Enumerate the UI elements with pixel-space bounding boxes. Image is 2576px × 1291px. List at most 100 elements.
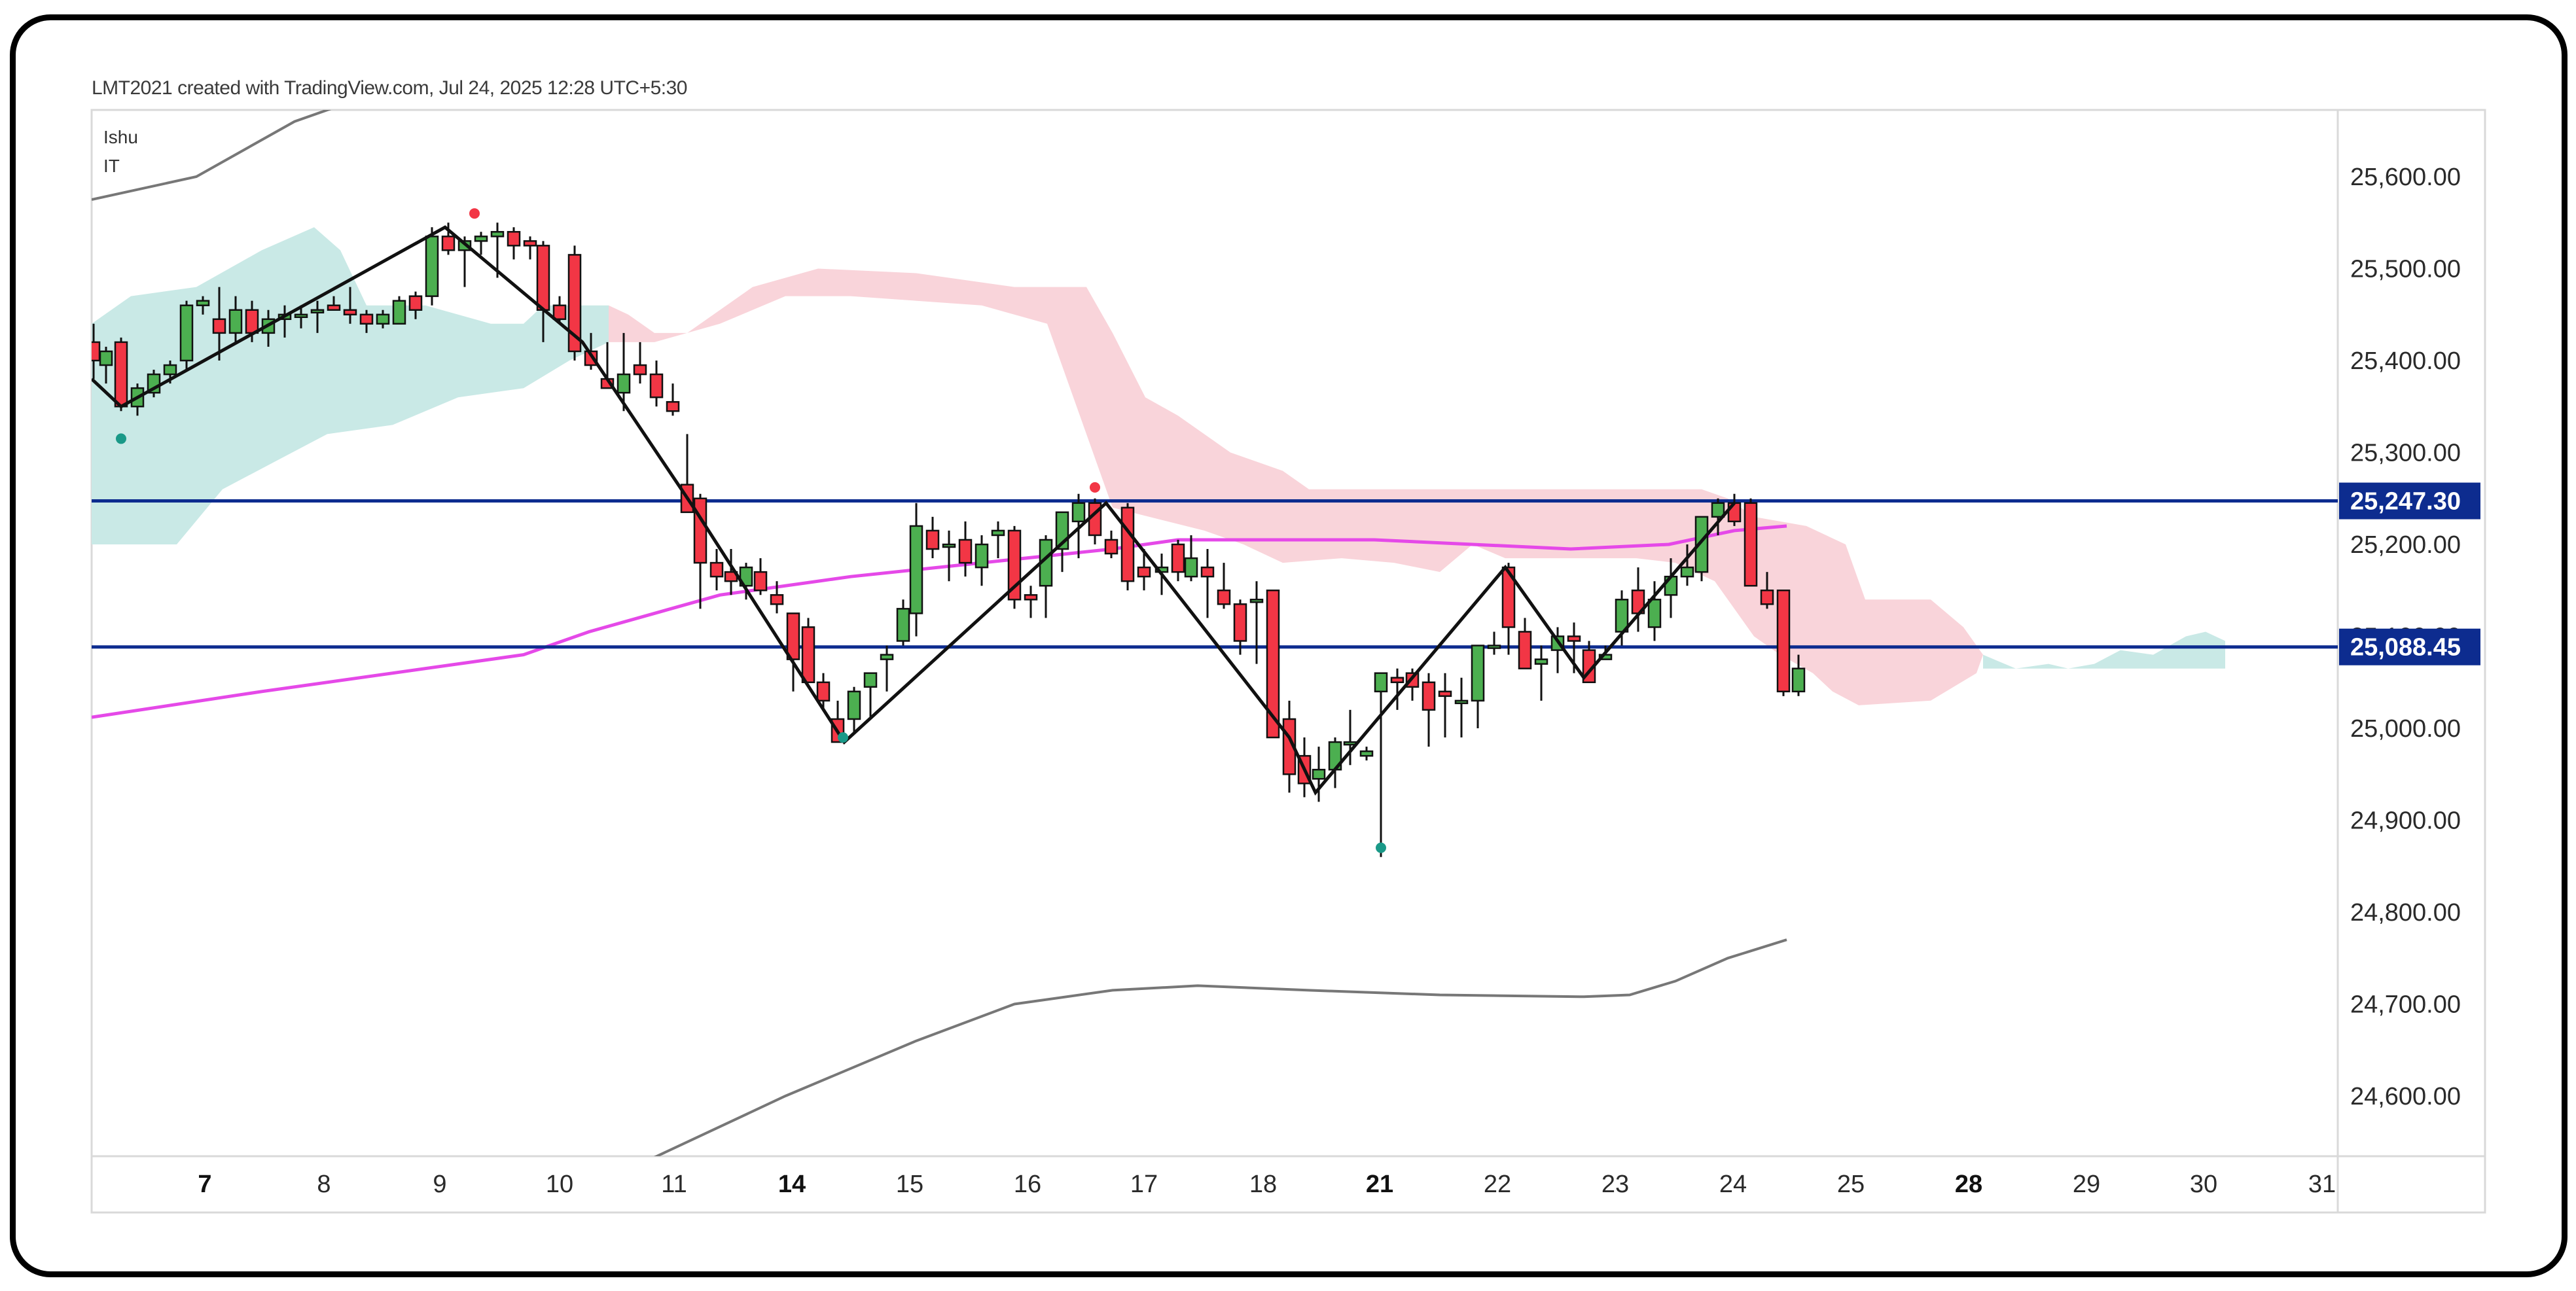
candle xyxy=(474,232,488,255)
price-tick-label: 24,700.00 xyxy=(2350,991,2461,1019)
candle xyxy=(1171,539,1185,582)
ichimoku-cloud xyxy=(92,227,2225,705)
price-level-badge xyxy=(2339,628,2480,665)
candle xyxy=(376,309,390,328)
candle xyxy=(114,337,128,412)
price-level-label: 25,088.45 xyxy=(2350,634,2461,662)
price-level-label: 25,247.30 xyxy=(2350,488,2461,516)
candle xyxy=(1359,747,1374,761)
candle xyxy=(1791,654,1806,696)
price-tick-label: 25,600.00 xyxy=(2350,164,2461,191)
candle xyxy=(1007,525,1022,609)
time-tick-label: 16 xyxy=(1014,1171,1041,1198)
zigzag-line xyxy=(92,225,1736,796)
candle xyxy=(1471,645,1485,728)
time-tick-label: 30 xyxy=(2190,1171,2217,1198)
candle xyxy=(1664,558,1678,618)
candle xyxy=(1711,498,1725,535)
candle xyxy=(1024,586,1038,618)
candle xyxy=(147,370,161,398)
pivot-high-dot xyxy=(1090,482,1100,493)
time-tick-label: 25 xyxy=(1837,1171,1865,1198)
time-tick-label: 11 xyxy=(661,1171,687,1198)
candle xyxy=(863,672,878,719)
time-tick-label: 17 xyxy=(1130,1171,1158,1198)
pivot-high-dot xyxy=(469,208,480,219)
candle xyxy=(753,558,768,595)
price-tick-label: 25,000.00 xyxy=(2350,715,2461,743)
price-level-badge xyxy=(2339,482,2480,520)
price-labels: 25,247.30 25,088.45 xyxy=(2339,482,2480,665)
candle xyxy=(1039,535,1053,618)
candle xyxy=(1088,498,1102,544)
horizontal-levels[interactable] xyxy=(92,499,2338,649)
candle xyxy=(666,383,680,416)
time-tick-label: 10 xyxy=(546,1171,573,1198)
time-axis[interactable]: 7 8 9 10 11 14 15 16 17 18 21 22 23 24 25 28 29 30 31 xyxy=(198,1171,2336,1198)
candle xyxy=(1694,516,1709,582)
candle xyxy=(359,309,374,333)
candle xyxy=(327,296,341,311)
candle xyxy=(1249,581,1264,664)
time-tick-label: 18 xyxy=(1249,1171,1277,1198)
candle xyxy=(1647,581,1662,641)
candle xyxy=(1760,572,1774,609)
candle xyxy=(880,645,894,692)
candle xyxy=(1776,590,1791,696)
price-tick-label: 25,300.00 xyxy=(2350,440,2461,467)
price-tick-label: 25,500.00 xyxy=(2350,256,2461,283)
time-tick-label: 22 xyxy=(1484,1171,1511,1198)
candle xyxy=(942,530,956,582)
candle xyxy=(739,563,753,600)
candle xyxy=(1487,631,1501,655)
candle xyxy=(1680,544,1694,586)
candle xyxy=(310,300,325,333)
candle xyxy=(392,296,406,325)
candle xyxy=(816,673,831,710)
candle xyxy=(1233,599,1247,655)
price-axis[interactable]: 25,600.00 25,500.00 25,400.00 25,300.00 25,2… xyxy=(2350,164,2461,1110)
cloud-bull xyxy=(1983,631,2225,669)
watermark-text: LMT2021 created with TradingView.com, Ju… xyxy=(92,77,688,99)
cloud-bull xyxy=(92,227,609,544)
candle xyxy=(633,342,647,384)
time-tick-label: 28 xyxy=(1955,1171,1982,1198)
candle xyxy=(212,287,226,361)
candle xyxy=(1137,549,1151,591)
candle xyxy=(408,291,423,319)
candle xyxy=(1374,672,1388,857)
candle xyxy=(958,521,973,577)
candle xyxy=(507,227,521,260)
cloud-bear xyxy=(609,268,1983,705)
pivot-low-dot xyxy=(116,433,126,444)
time-tick-label: 7 xyxy=(198,1171,211,1198)
candle xyxy=(1328,737,1342,788)
price-tick-label: 24,800.00 xyxy=(2350,899,2461,927)
candle xyxy=(1120,503,1135,591)
candle xyxy=(847,686,861,734)
candle xyxy=(1390,668,1404,710)
candle xyxy=(1501,563,1516,655)
candle xyxy=(909,503,923,637)
candle xyxy=(709,549,724,591)
candle xyxy=(99,346,113,384)
candle xyxy=(294,305,308,328)
candle xyxy=(1615,590,1629,646)
candle xyxy=(786,612,800,692)
pivot-markers xyxy=(116,208,1386,853)
upper-band-right-line xyxy=(1741,71,1787,80)
candle xyxy=(179,300,194,370)
candle xyxy=(1744,498,1758,587)
candle xyxy=(425,227,439,306)
candle xyxy=(925,516,940,559)
upper-band-line xyxy=(92,110,332,202)
pivot-low-dot xyxy=(838,732,848,743)
price-tick-label: 25,400.00 xyxy=(2350,347,2461,375)
candle xyxy=(1438,673,1452,738)
time-tick-label: 23 xyxy=(1601,1171,1629,1198)
candle xyxy=(1217,563,1231,609)
candle xyxy=(130,383,145,416)
candle xyxy=(1454,677,1469,738)
lower-band-line xyxy=(653,938,1787,1156)
